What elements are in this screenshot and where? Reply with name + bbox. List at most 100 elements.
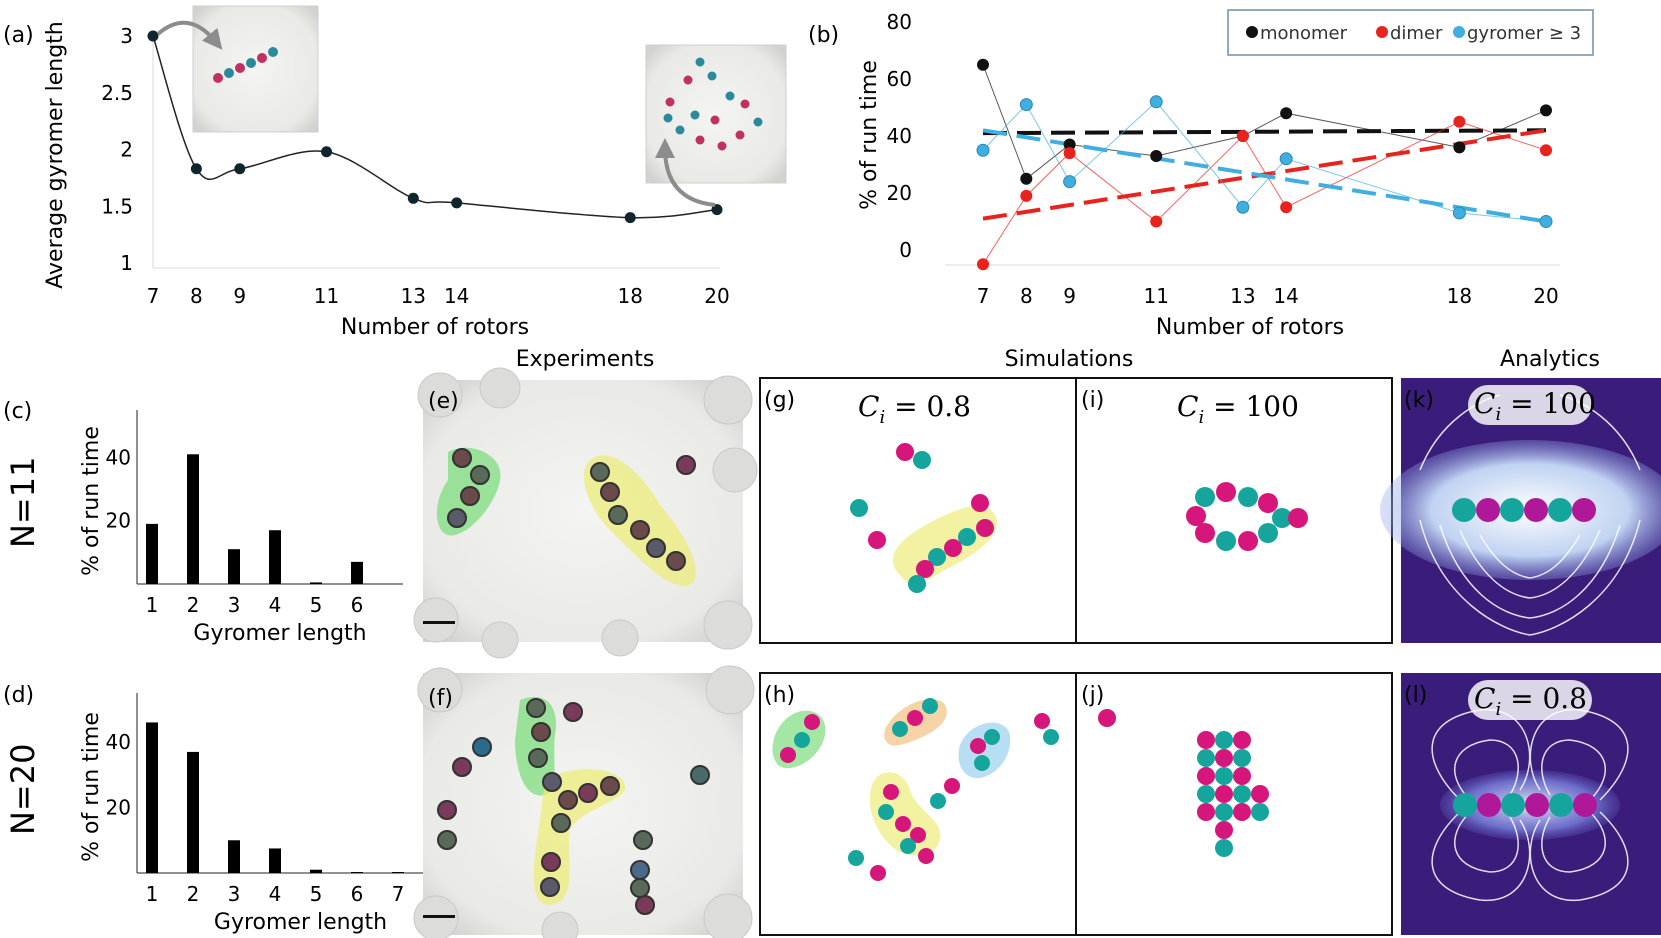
xtick-a: 13 <box>401 284 426 308</box>
xtick-c: 3 <box>228 593 241 617</box>
xtick-b: 18 <box>1447 284 1472 308</box>
panel-j: (j) <box>1075 672 1393 936</box>
inset-photo-scattered <box>645 44 787 184</box>
xtick-c: 6 <box>351 593 364 617</box>
legend-dimer: dimer <box>1390 23 1443 44</box>
xtick-a: 9 <box>233 284 246 308</box>
arrow-to-inset-2 <box>655 138 716 207</box>
chart-b: 0 20 40 60 80 7 8 9 11 13 14 18 20 Number of rotors % … <box>857 10 1560 340</box>
title-analytics: Analytics <box>1500 347 1600 372</box>
panel-label-b: (b) <box>808 23 839 48</box>
panel-e: (e) <box>413 367 758 659</box>
panel-label-f: (f) <box>428 686 453 711</box>
data-point-gyromer <box>1236 200 1250 214</box>
bar-c <box>310 582 322 584</box>
ytick-b: 40 <box>887 124 912 148</box>
ylabel-b: % of run time <box>857 60 882 210</box>
dish-rim-f <box>413 665 755 938</box>
bar-d <box>392 872 404 873</box>
xtick-d: 2 <box>187 882 200 906</box>
data-point-gyromer <box>1539 215 1553 228</box>
inset-photo-chain <box>192 5 319 133</box>
param-k: Ci = 100 <box>1474 387 1596 425</box>
ytick-b: 0 <box>899 238 912 262</box>
bar-c <box>187 454 199 584</box>
ytick-a: 1.5 <box>101 194 133 218</box>
ytick-c: 20 <box>106 509 131 533</box>
xtick-a: 7 <box>147 284 160 308</box>
data-point-gyromer <box>976 143 990 157</box>
legend-monomer: monomer <box>1260 23 1348 44</box>
panel-b: (b) 0 20 40 60 80 7 8 9 11 13 14 18 20 Number of roto… <box>808 9 1594 340</box>
panel-i: (i) Ci = 100 <box>1075 377 1393 644</box>
data-point-gyromer <box>1063 175 1077 189</box>
param-g: Ci = 0.8 <box>858 390 971 428</box>
data-point-a <box>190 163 202 175</box>
data-point-monomer <box>977 58 989 71</box>
xtick-c: 4 <box>269 593 282 617</box>
data-point-a <box>147 30 159 42</box>
ytick-a: 2.5 <box>101 81 133 105</box>
bar-c <box>228 549 240 584</box>
rotors-f <box>437 698 710 915</box>
xlabel-a: Number of rotors <box>341 315 529 340</box>
arrow-to-inset <box>156 20 223 50</box>
panel-label-j: (j) <box>1081 683 1104 708</box>
series-line-monomer <box>982 64 1547 180</box>
panel-label-i: (i) <box>1081 388 1104 413</box>
dish-rim-e <box>413 367 758 659</box>
xtick-a: 8 <box>190 284 203 308</box>
data-point-monomer <box>1150 149 1163 162</box>
panel-label-a: (a) <box>3 23 34 48</box>
data-point-a <box>321 146 333 158</box>
data-point-gyromer <box>1149 95 1163 109</box>
xtick-b: 11 <box>1144 284 1169 308</box>
ytick-d: 40 <box>106 730 131 754</box>
panel-label-c: (c) <box>3 399 32 424</box>
panel-k: Ci = 100 (k) <box>1380 378 1661 643</box>
xtick-d: 6 <box>351 882 364 906</box>
xtick-b: 13 <box>1230 284 1255 308</box>
bar-c <box>146 523 158 584</box>
xtick-b: 20 <box>1533 284 1558 308</box>
scale-bar-f <box>423 915 455 918</box>
chart-c: 20 40 1 2 3 4 5 6 Gyromer length % of run time <box>79 410 403 646</box>
xtick-c: 1 <box>146 593 159 617</box>
xtick-b: 9 <box>1063 284 1076 308</box>
sim-particles-h <box>780 698 1059 881</box>
data-point-monomer <box>1453 141 1466 154</box>
ytick-b: 60 <box>887 67 912 91</box>
panel-f: (f) <box>413 665 755 938</box>
bar-d <box>351 872 363 873</box>
data-point-monomer <box>1280 107 1293 120</box>
xtick-d: 3 <box>228 882 241 906</box>
panel-a: (a) 1 1.5 2 2.5 3 7 8 9 11 13 14 18 20 Number of roto… <box>3 5 787 340</box>
param-l: Ci = 0.8 <box>1474 682 1587 720</box>
xtick-c: 5 <box>310 593 323 617</box>
legend-gyromer: gyromer ≥ 3 <box>1467 23 1581 44</box>
rotor-chain <box>213 47 278 83</box>
panel-l: Ci = 0.8 (l) <box>1401 673 1661 935</box>
scale-bar-e <box>423 621 455 624</box>
panel-c: (c) N=11 20 40 1 2 3 4 5 6 Gyromer length % of ru… <box>3 399 403 646</box>
bar-d <box>187 751 199 873</box>
panel-h: (h) <box>759 672 1077 936</box>
ytick-c: 40 <box>106 445 131 469</box>
panel-g: (g) Ci = 0.8 <box>759 377 1077 644</box>
xtick-d: 5 <box>310 882 323 906</box>
series-line-dimer <box>982 121 1547 265</box>
ylabel-a: Average gyromer length <box>43 21 68 288</box>
xtick-b: 14 <box>1273 284 1298 308</box>
xtick-b: 8 <box>1020 284 1033 308</box>
legend-b: monomer dimer gyromer ≥ 3 <box>1227 9 1594 56</box>
data-point-dimer <box>1150 215 1163 228</box>
xtick-d: 4 <box>269 882 282 906</box>
ylabel-c: % of run time <box>79 426 104 576</box>
title-simulations: Simulations <box>1005 347 1134 372</box>
data-point-gyromer <box>1452 206 1466 220</box>
xlabel-c: Gyromer length <box>193 621 366 646</box>
bar-d <box>146 722 158 873</box>
data-point-gyromer <box>1279 152 1293 166</box>
